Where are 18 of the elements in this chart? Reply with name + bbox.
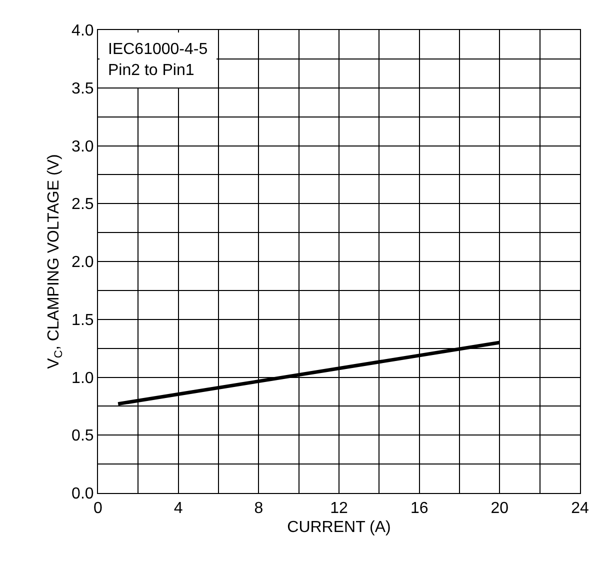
y-tick-label: 2.5 [72, 196, 94, 214]
x-axis-title: CURRENT (A) [287, 518, 391, 536]
x-tick-label: 12 [330, 500, 348, 518]
x-tick-label: 24 [571, 500, 589, 518]
y-tick-label: 3.0 [72, 138, 94, 156]
y-tick-label: 0.5 [72, 428, 94, 445]
y-tick-label: 1.5 [72, 312, 94, 329]
x-tick-label: 0 [94, 500, 103, 518]
x-tick-label: 20 [490, 500, 509, 518]
y-tick-label: 1.0 [72, 370, 94, 387]
x-tick-label: 4 [174, 500, 183, 518]
x-tick-label: 16 [410, 500, 428, 518]
y-tick-label: 2.0 [72, 254, 94, 272]
x-tick-label: 8 [254, 500, 264, 518]
annotation: IEC61000-4-5 Pin2 to Pin1 [108, 41, 208, 79]
y-tick-label: 0.0 [72, 486, 94, 503]
y-tick-label: 3.5 [72, 80, 94, 98]
y-tick-label: 4.0 [72, 22, 94, 40]
